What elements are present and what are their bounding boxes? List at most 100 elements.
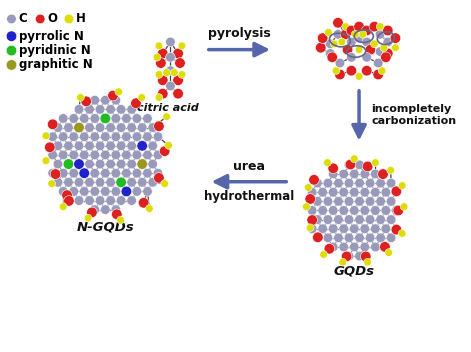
Text: pyrrolic N: pyrrolic N [19,30,84,43]
Circle shape [7,14,16,24]
Circle shape [307,215,317,225]
Circle shape [382,48,393,59]
Circle shape [344,178,354,188]
Circle shape [143,168,152,178]
Circle shape [138,94,146,101]
Circle shape [334,69,345,80]
Circle shape [308,224,317,233]
Circle shape [381,187,390,197]
Circle shape [323,215,333,224]
Circle shape [349,242,359,252]
Circle shape [127,105,137,114]
Circle shape [381,206,390,215]
Circle shape [127,141,137,151]
Circle shape [58,114,68,123]
Circle shape [371,206,380,215]
Circle shape [355,251,364,261]
Circle shape [387,166,395,174]
Circle shape [346,25,357,36]
Circle shape [85,105,94,114]
Circle shape [333,215,343,224]
Text: citric acid: citric acid [137,103,198,113]
Circle shape [365,196,375,206]
Circle shape [323,178,333,188]
Circle shape [163,113,171,120]
Circle shape [361,65,372,76]
Circle shape [328,169,338,179]
Circle shape [360,169,370,179]
Circle shape [376,23,384,31]
Circle shape [69,132,79,142]
Circle shape [359,31,367,38]
Circle shape [362,37,372,47]
Circle shape [85,177,94,187]
Circle shape [325,49,335,58]
Circle shape [318,206,327,215]
Circle shape [132,168,142,178]
Circle shape [87,207,97,218]
Circle shape [342,44,353,55]
Circle shape [153,168,163,178]
Circle shape [112,209,122,220]
Circle shape [344,251,354,261]
Circle shape [95,177,105,187]
Circle shape [69,114,79,123]
Circle shape [325,29,332,36]
Circle shape [74,122,84,133]
Circle shape [138,177,147,187]
Circle shape [372,159,379,166]
Circle shape [116,141,126,151]
Circle shape [347,52,356,62]
Circle shape [35,14,45,24]
Circle shape [386,178,396,188]
Circle shape [166,52,175,62]
Circle shape [127,177,137,187]
Circle shape [349,169,359,179]
Circle shape [90,168,99,178]
Circle shape [313,178,322,188]
Circle shape [53,159,63,169]
Circle shape [178,71,186,78]
Circle shape [155,42,163,50]
Circle shape [148,141,157,151]
Circle shape [137,140,147,151]
Circle shape [74,141,84,151]
Circle shape [155,58,166,68]
Circle shape [354,33,364,43]
Circle shape [81,96,91,107]
Circle shape [48,168,57,178]
Circle shape [346,65,357,76]
Circle shape [153,132,163,142]
Circle shape [116,123,126,132]
Circle shape [148,159,157,169]
Circle shape [338,38,346,46]
Circle shape [132,187,142,196]
Circle shape [330,40,338,48]
Circle shape [143,114,152,123]
Circle shape [157,88,168,99]
Circle shape [360,206,370,215]
Circle shape [318,187,327,197]
Circle shape [74,159,84,169]
Circle shape [371,169,380,179]
Circle shape [360,224,370,233]
Circle shape [344,160,354,170]
Circle shape [342,23,349,31]
Text: hydrothermal: hydrothermal [204,190,294,203]
Circle shape [324,244,334,254]
Circle shape [347,37,356,47]
Circle shape [362,52,372,62]
Circle shape [58,187,68,196]
Circle shape [313,233,322,243]
Circle shape [64,123,73,132]
Circle shape [153,150,163,160]
Circle shape [175,58,185,68]
Circle shape [48,180,56,188]
Circle shape [84,214,92,222]
Circle shape [391,224,401,233]
Circle shape [349,224,359,233]
Circle shape [62,190,72,200]
Circle shape [302,203,310,210]
Circle shape [333,196,343,206]
Circle shape [382,25,393,36]
